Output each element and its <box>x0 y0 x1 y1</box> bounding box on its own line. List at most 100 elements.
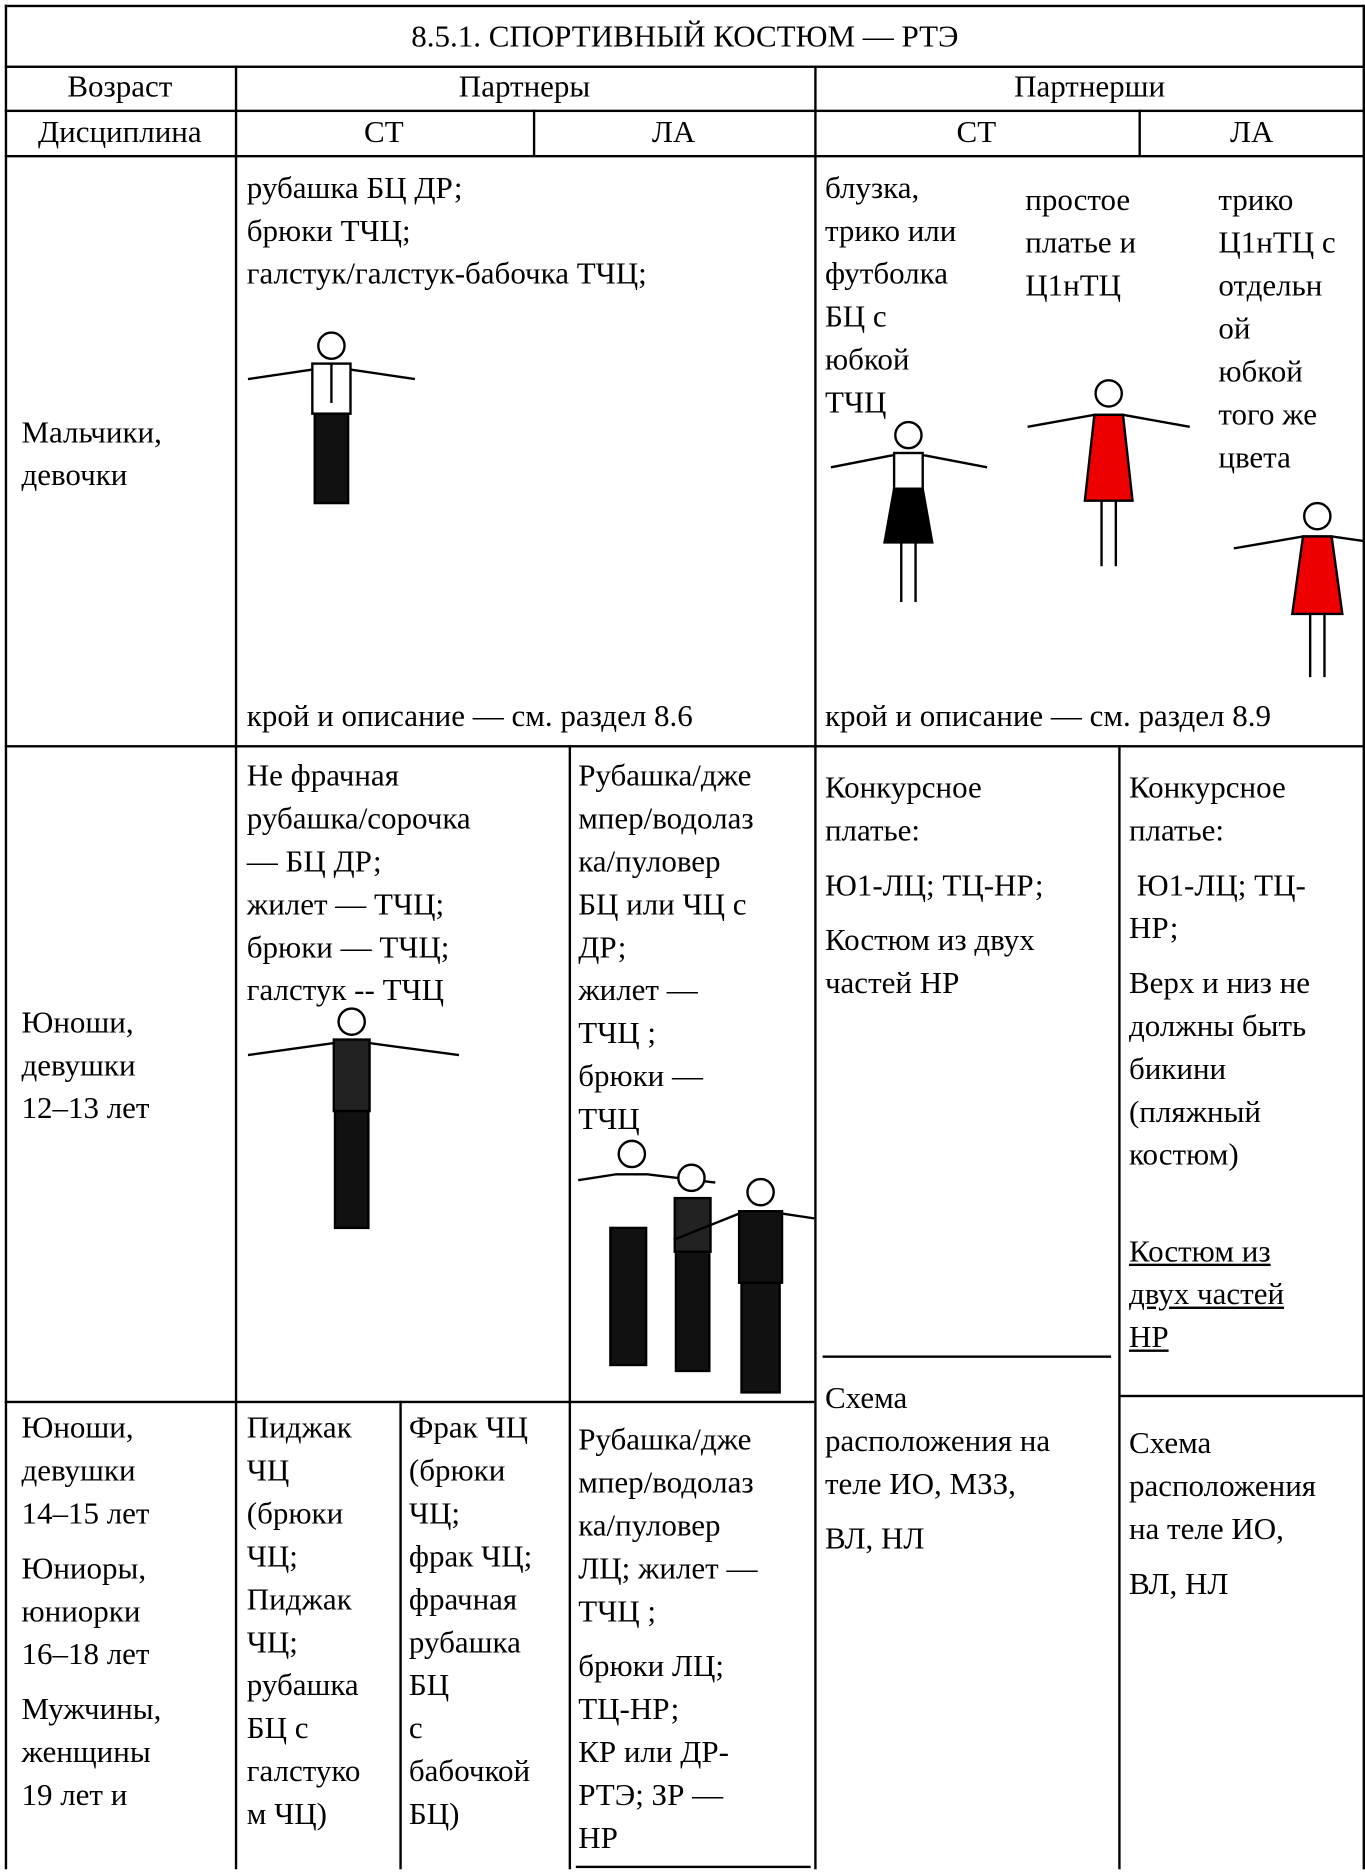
header-cell: Партнерши <box>1014 69 1166 104</box>
rule <box>532 109 535 155</box>
text-line: ДР; <box>578 929 627 965</box>
paragraph: Ю1-ЛЦ; ТЦ-НР; <box>825 864 1043 907</box>
text-line: расположения <box>1128 1468 1317 1504</box>
paragraph: блузка, трико или футболка БЦ с юбкой ТЧЦ <box>825 167 956 425</box>
text-line: Ц1нТЦ с <box>1218 225 1336 260</box>
text-line: ТЦ-НР; <box>578 1691 680 1727</box>
rule <box>4 154 1365 157</box>
rule <box>568 745 571 1870</box>
text-line: девушки <box>21 1453 136 1488</box>
cell-text: Схема расположения на теле ИО, МЗЗ, ВЛ, НЛ <box>825 1377 1050 1573</box>
text-line: НР; <box>1128 910 1179 946</box>
paragraph: ВЛ, НЛ <box>1129 1563 1316 1606</box>
text-line: платье: <box>1128 813 1225 848</box>
text-line: — БЦ ДР; <box>246 844 382 879</box>
text-line: ЧЦ; <box>246 1539 298 1574</box>
rule <box>1118 745 1121 1870</box>
text-line: Юноши, <box>21 1410 134 1445</box>
paragraph: Мужчины, женщины 19 лет и <box>21 1688 161 1817</box>
text-line: Рубашка/дже <box>578 1422 752 1457</box>
text-line: на теле ИО, <box>1128 1511 1284 1547</box>
rule <box>4 745 1365 747</box>
text-line: цвета <box>1218 439 1291 475</box>
text-line: ТЧЦ ; <box>578 1593 657 1629</box>
text-line: ЛЦ; жилет — <box>578 1550 758 1586</box>
text-line: Костюм из <box>1128 1233 1271 1269</box>
text-line: брюки ЛЦ; <box>578 1648 725 1684</box>
text-line: (брюки <box>246 1496 344 1531</box>
paragraph: Рубашка/дже мпер/водолаз ка/пуловер БЦ или … <box>578 755 753 1141</box>
paragraph: Рубашка/дже мпер/водолаз ка/пуловер ЛЦ; жил… <box>578 1419 757 1634</box>
text-line: Ю1-ЛЦ; ТЦ- <box>1128 867 1306 903</box>
text-line: КР или ДР- <box>578 1734 729 1770</box>
rule <box>4 65 1365 68</box>
text-line: Юноши, <box>21 1004 134 1040</box>
boy-figure <box>247 331 416 505</box>
text-line: брюки ТЧЦ; <box>246 213 411 248</box>
text-line: 16–18 лет <box>21 1636 150 1672</box>
cell-text: блузка, трико или футболка БЦ с юбкой ТЧЦ <box>825 167 956 436</box>
text-line: костюм) <box>1128 1137 1239 1172</box>
cell-text: Пиджак ЧЦ (брюки ЧЦ; Пиджак ЧЦ; рубашка БЦ с гал… <box>247 1407 361 1848</box>
rule <box>234 65 237 1870</box>
paragraph: Схема расположения на теле ИО, МЗЗ, <box>825 1377 1050 1506</box>
text-line: ВЛ, НЛ <box>1128 1566 1229 1602</box>
text-line: БЦ с <box>246 1710 309 1746</box>
paragraph: ВЛ, НЛ <box>825 1518 1050 1561</box>
cell-note: крой и описание — см. раздел 8.6 <box>246 698 693 734</box>
cell-text: Костюм из двух частей НР <box>1129 1230 1284 1371</box>
text-line: галстук/галстук-бабочка ТЧЦ; <box>246 256 647 291</box>
text-line: БЦ или ЧЦ с <box>578 886 747 922</box>
paragraph: простое платье и Ц1нТЦ <box>1025 179 1136 308</box>
paragraph: Ю1-ЛЦ; ТЦ- НР; <box>1129 864 1310 950</box>
rule <box>1362 4 1365 1870</box>
text-line: фрак ЧЦ; <box>408 1539 533 1574</box>
text-line: блузка, <box>824 170 920 206</box>
text-line: ой <box>1218 311 1251 346</box>
text-line: ТЧЦ <box>578 1101 640 1137</box>
text-line: 12–13 лет <box>21 1090 150 1126</box>
text-line: Конкурсное <box>1128 770 1286 805</box>
paragraph: рубашка БЦ ДР; брюки ТЧЦ; галстук/галстук-… <box>247 167 647 296</box>
text-line: Мальчики, <box>21 414 162 450</box>
cell-text: Юноши, девушки 12–13 лет <box>21 1001 149 1142</box>
cell-text: трико Ц1нТЦ с отдельн ой юбкой того же цвета <box>1218 179 1335 491</box>
text-line: БЦ <box>408 1667 450 1703</box>
text-line: Юниоры, <box>21 1550 147 1586</box>
text-line: галстуко <box>246 1753 361 1789</box>
text-line: Не фрачная <box>246 758 399 793</box>
paragraph: Конкурсное платье: <box>825 767 1043 853</box>
rule <box>4 109 1365 112</box>
text-line: 14–15 лет <box>21 1496 150 1531</box>
text-line: ЧЦ; <box>246 1624 298 1660</box>
cell-text: простое платье и Ц1нТЦ <box>1025 179 1136 320</box>
rule <box>822 1355 1112 1358</box>
rule <box>4 4 7 1870</box>
cell-text: Рубашка/дже мпер/водолаз ка/пуловер БЦ или … <box>578 755 753 1153</box>
text-line: девушки <box>21 1047 136 1083</box>
text-line: бабочкой <box>408 1753 531 1789</box>
text-line: юниорки <box>21 1593 141 1629</box>
text-line: футболка <box>824 256 948 291</box>
cell-text: Фрак ЧЦ (брюки ЧЦ; фрак ЧЦ; фрачная рубашка БЦ… <box>409 1407 532 1848</box>
boy-figures <box>247 1007 815 1394</box>
text-line: НР <box>1128 1319 1169 1355</box>
cell-note: крой и описание — см. раздел 8.9 <box>824 698 1271 734</box>
header-cell: ЛА <box>651 114 696 150</box>
paragraph: Фрак ЧЦ (брюки ЧЦ; фрак ЧЦ; фрачная рубашка БЦ… <box>409 1407 532 1836</box>
text-line: двух частей <box>1128 1276 1285 1312</box>
text-line: Костюм из двух <box>824 922 1035 958</box>
text-line: мпер/водолаз <box>578 801 754 836</box>
paragraph: Не фрачная рубашка/сорочка — БЦ ДР; жилет —… <box>247 755 471 1013</box>
text-line: БЦ с <box>824 299 887 334</box>
text-line: мпер/водолаз <box>578 1465 754 1500</box>
text-line: трико <box>1218 182 1294 217</box>
text-line: платье: <box>824 813 921 848</box>
text-line: ЧЦ; <box>408 1496 461 1531</box>
rule <box>1138 109 1141 155</box>
text-line: Конкурсное <box>824 770 982 805</box>
rule <box>4 4 1365 7</box>
text-line: БЦ) <box>408 1796 460 1832</box>
